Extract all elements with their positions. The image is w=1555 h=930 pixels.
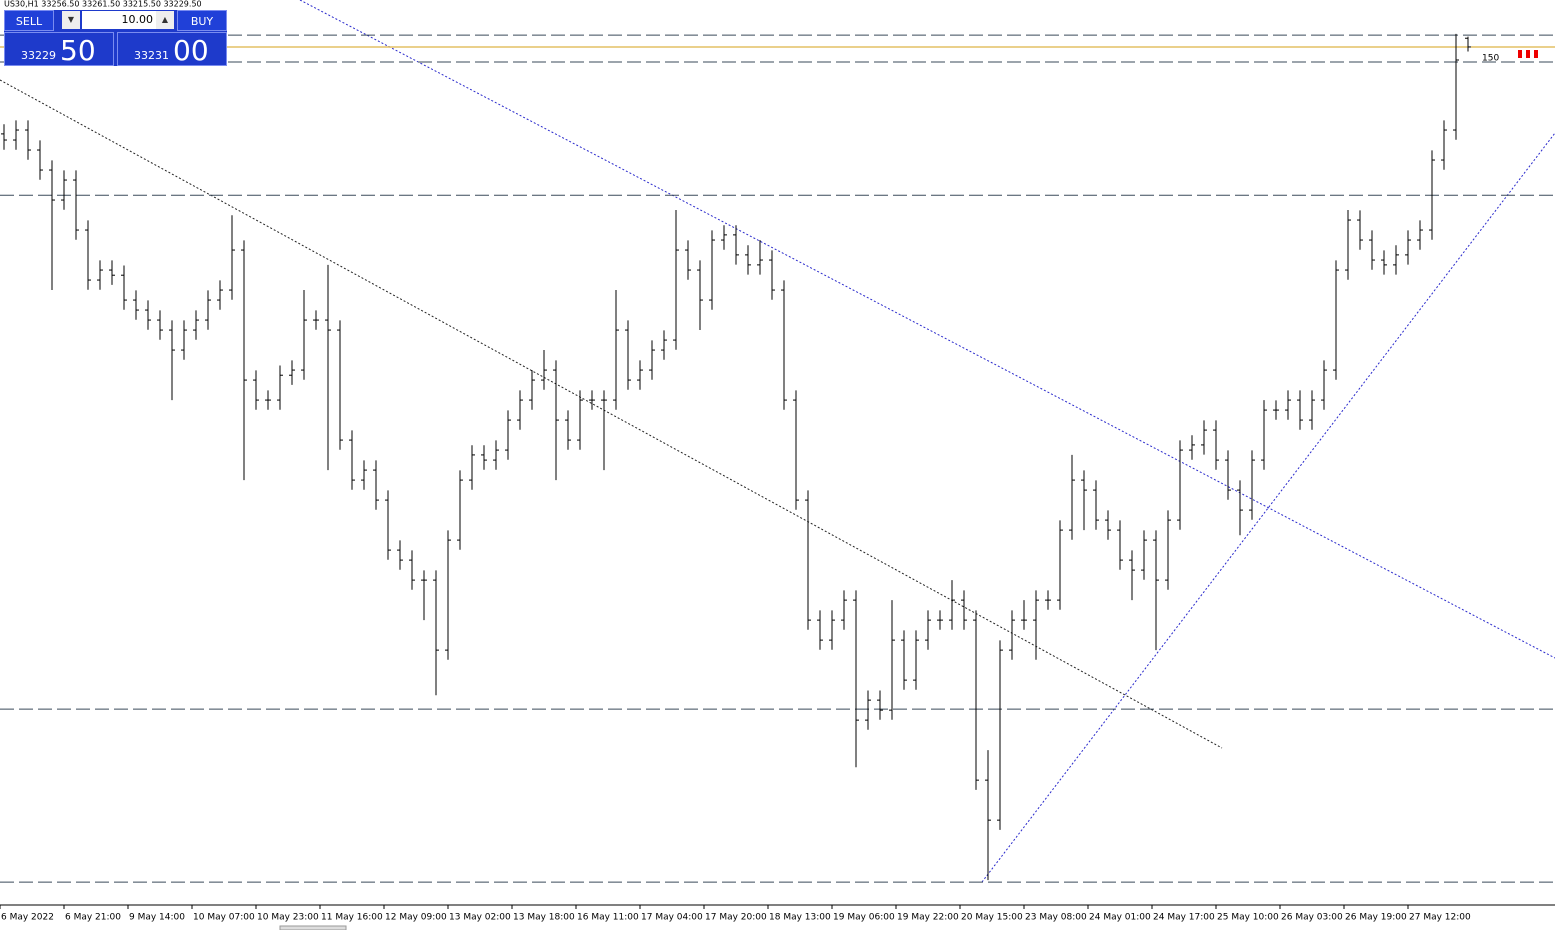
x-tick-label: 10 May 07:00	[193, 913, 255, 923]
x-tick-label: 9 May 14:00	[129, 913, 185, 923]
lot-input[interactable]: 10.00	[82, 11, 157, 29]
ask-main: 33231	[134, 49, 169, 62]
x-tick-label: 26 May 19:00	[1345, 913, 1407, 923]
x-tick-label: 13 May 18:00	[513, 913, 575, 923]
x-tick-label: 23 May 08:00	[1025, 913, 1087, 923]
trade-marker	[1526, 50, 1530, 58]
trade-marker	[1534, 50, 1538, 58]
ask-frac: 00	[173, 34, 209, 67]
trend-line	[0, 79, 1223, 749]
bid-main: 33229	[21, 49, 56, 62]
trade-panel: SELL ▼ 10.00 ▲ BUY 33229 50 33231 00	[4, 10, 227, 67]
buy-price[interactable]: 33231 00	[117, 32, 227, 67]
trade-marker	[1518, 50, 1522, 58]
trend-line	[299, 0, 1555, 659]
trend-line	[981, 132, 1555, 883]
sell-price[interactable]: 33229 50	[4, 32, 114, 67]
lot-up[interactable]: ▲	[156, 11, 174, 29]
x-tick-label: 19 May 06:00	[833, 913, 895, 923]
x-tick-label: 10 May 23:00	[257, 913, 319, 923]
buy-button[interactable]: BUY	[177, 10, 227, 31]
x-tick-label: 17 May 04:00	[641, 913, 703, 923]
x-tick-label: 6 May 21:00	[65, 913, 121, 923]
x-tick-label: 19 May 22:00	[897, 913, 959, 923]
x-tick-label: 25 May 10:00	[1217, 913, 1279, 923]
x-tick-label: 26 May 03:00	[1281, 913, 1343, 923]
sell-button[interactable]: SELL	[4, 10, 54, 31]
x-tick-label: 20 May 15:00	[961, 913, 1023, 923]
chart-header: US30,H1 33256.50 33261.50 33215.50 33229…	[4, 0, 202, 9]
x-tick-label: 17 May 20:00	[705, 913, 767, 923]
x-tick-label: 18 May 13:00	[769, 913, 831, 923]
x-tick-label: 6 May 2022	[1, 913, 54, 923]
lot-down[interactable]: ▼	[62, 11, 80, 29]
tab[interactable]	[279, 925, 347, 930]
x-tick-label: 13 May 02:00	[449, 913, 511, 923]
x-tick-label: 16 May 11:00	[577, 913, 639, 923]
x-tick-label: 11 May 16:00	[321, 913, 383, 923]
level-label: 150	[1482, 54, 1499, 64]
x-tick-label: 27 May 12:00	[1409, 913, 1471, 923]
x-tick-label: 24 May 17:00	[1153, 913, 1215, 923]
x-tick-label: 24 May 01:00	[1089, 913, 1151, 923]
plot-area	[0, 0, 1555, 905]
x-tick-label: 12 May 09:00	[385, 913, 447, 923]
bid-frac: 50	[60, 34, 96, 67]
